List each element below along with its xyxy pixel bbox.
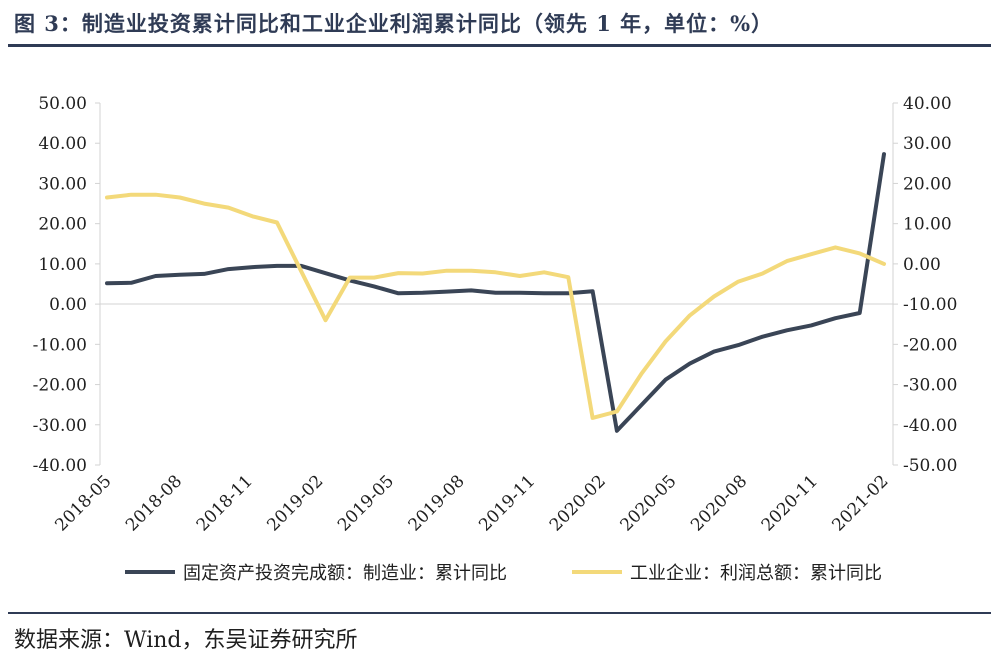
x-tick-label: 2018-05 — [51, 471, 115, 535]
left-tick-label: 30.00 — [38, 174, 87, 194]
x-tick-label: 2019-11 — [475, 471, 539, 535]
left-tick-label: -40.00 — [33, 456, 87, 476]
x-tick-label: 2020-05 — [617, 471, 681, 535]
left-tick-label: 20.00 — [38, 215, 87, 235]
legend: 固定资产投资完成额：制造业：累计同比 工业企业：利润总额：累计同比 — [125, 563, 882, 584]
x-tick-label: 2018-08 — [122, 471, 186, 535]
source-note: 数据来源：Wind，东吴证券研究所 — [14, 628, 358, 653]
right-tick-label: 0.00 — [903, 255, 941, 275]
x-tick-label: 2020-02 — [546, 471, 610, 535]
right-tick-label: 30.00 — [903, 134, 952, 154]
right-tick-label: -50.00 — [903, 456, 957, 476]
legend-label-manufacturing: 固定资产投资完成额：制造业：累计同比 — [183, 563, 507, 584]
right-tick-label: -20.00 — [903, 335, 957, 355]
left-tick-label: 0.00 — [49, 295, 87, 315]
x-tick-label: 2020-11 — [758, 471, 822, 535]
top-divider — [8, 44, 991, 47]
left-tick-label: 40.00 — [38, 134, 87, 154]
x-tick-label: 2021-02 — [828, 471, 892, 535]
series-layer — [105, 152, 886, 433]
bottom-divider — [8, 612, 991, 614]
left-tick-label: 10.00 — [38, 255, 87, 275]
legend-label-profit: 工业企业：利润总额：累计同比 — [630, 563, 882, 584]
left-tick-label: 50.00 — [38, 94, 87, 114]
right-tick-label: 20.00 — [903, 174, 952, 194]
right-tick-label: 10.00 — [903, 215, 952, 235]
left-tick-label: -30.00 — [33, 416, 87, 436]
x-axis-labels: 2018-05 2018-08 2018-11 2019-02 2019-05 2019-… — [51, 471, 892, 535]
x-tick-label: 2020-08 — [687, 471, 751, 535]
x-tick-label: 2019-05 — [334, 471, 398, 535]
right-tick-label: -40.00 — [903, 416, 957, 436]
right-tick-label: -30.00 — [903, 376, 957, 396]
left-tick-label: -10.00 — [33, 335, 87, 355]
right-tick-label: 40.00 — [903, 94, 952, 114]
chart-title: 图 3：制造业投资累计同比和工业企业利润累计同比（领先 1 年，单位：%） — [14, 11, 774, 36]
right-tick-label: -10.00 — [903, 295, 957, 315]
manufacturing-investment-line — [105, 152, 886, 433]
x-tick-label: 2019-08 — [405, 471, 469, 535]
left-axis-ticks: 50.00 40.00 30.00 20.00 10.00 0.00 -10.00 -20.0… — [33, 94, 100, 476]
x-tick-label: 2018-11 — [193, 471, 257, 535]
right-axis-ticks: 40.00 30.00 20.00 10.00 0.00 -10.00 -20.00 -30.… — [893, 94, 957, 476]
industrial-profit-line — [105, 192, 886, 420]
x-tick-label: 2019-02 — [263, 471, 327, 535]
left-tick-label: -20.00 — [33, 376, 87, 396]
